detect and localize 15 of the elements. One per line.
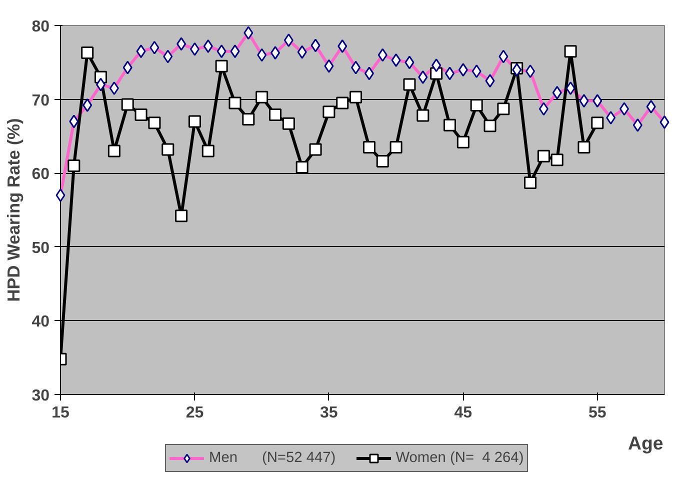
x-axis-title: Age <box>628 432 664 454</box>
y-tick-label: 30 <box>32 388 50 404</box>
legend-label: Women (N= 4 264) <box>396 450 524 466</box>
y-tick-label: 40 <box>32 314 50 331</box>
x-tick-label: 35 <box>320 404 338 422</box>
y-tick-label: 70 <box>32 92 50 110</box>
y-tick-label: 80 <box>32 18 50 36</box>
x-tick-label: 15 <box>52 404 70 422</box>
y-tick-label: 50 <box>32 240 50 257</box>
y-tick-label: 60 <box>32 166 50 184</box>
x-tick-label: 55 <box>588 404 606 422</box>
y-axis-title: HPD Wearing Rate (%) <box>4 118 24 302</box>
legend-label: Men (N=52 447) <box>209 450 336 466</box>
x-tick-label: 45 <box>454 404 472 422</box>
x-tick-label: 25 <box>186 404 204 422</box>
